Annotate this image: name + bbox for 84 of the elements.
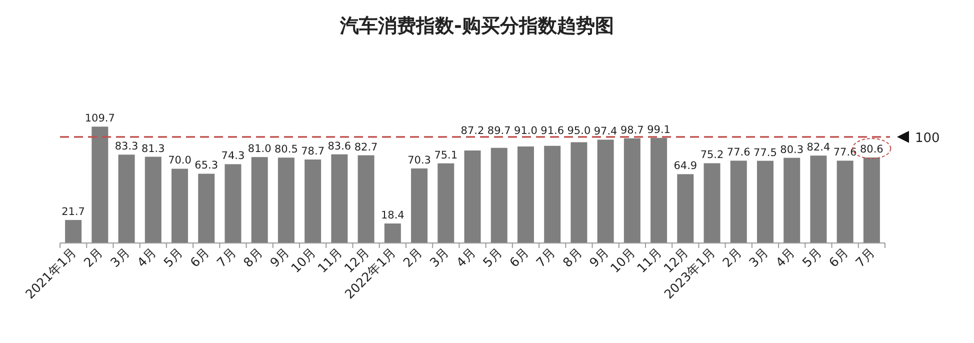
x-tick-label: 6月 [826, 244, 852, 270]
x-tick-label: 4月 [134, 244, 160, 270]
data-label: 83.3 [114, 140, 138, 153]
bar [304, 160, 322, 243]
x-tick-label: 5月 [799, 244, 825, 270]
bar [172, 168, 188, 243]
x-tick-label: 4月 [772, 244, 798, 270]
bar [677, 174, 694, 243]
data-label: 77.5 [754, 146, 777, 159]
bar [278, 158, 294, 243]
bar [438, 163, 454, 243]
bar [464, 150, 481, 243]
data-label: 64.9 [674, 160, 698, 172]
bar [198, 174, 215, 243]
x-tick-label: 2月 [400, 244, 426, 270]
data-label: 21.7 [62, 206, 85, 218]
bar [570, 142, 588, 243]
x-tick-label: 7月 [214, 244, 240, 270]
bar [624, 138, 640, 243]
data-label: 80.3 [780, 144, 804, 156]
data-label: 87.2 [460, 124, 484, 137]
data-label: 97.4 [594, 126, 618, 138]
x-tick-label: 5月 [160, 244, 186, 270]
data-label: 82.7 [354, 141, 378, 154]
x-tick-label: 3月 [107, 244, 133, 270]
bar [730, 160, 747, 243]
chart-title: 汽车消费指数-购买分指数趋势图 [339, 15, 614, 37]
data-label: 78.7 [301, 146, 325, 158]
data-label: 99.1 [647, 124, 670, 136]
x-tick-label: 2月 [80, 244, 106, 270]
bar [704, 163, 720, 243]
data-label: 75.2 [700, 149, 724, 162]
x-tick-label: 7月 [533, 244, 558, 270]
bar [224, 164, 242, 243]
x-tick-label: 6月 [506, 244, 532, 270]
bar [118, 154, 135, 243]
bar [331, 154, 348, 243]
x-tick-label: 7月 [852, 244, 878, 270]
bar [810, 156, 827, 243]
bar [650, 138, 668, 243]
x-tick-label: 4月 [453, 244, 479, 270]
data-label: 65.3 [194, 160, 218, 172]
bar [517, 146, 534, 243]
data-label: 18.4 [380, 209, 405, 222]
data-label: 82.4 [806, 142, 830, 154]
data-label: 98.7 [620, 124, 644, 136]
bar [836, 160, 854, 243]
data-label: 81.0 [248, 143, 272, 156]
bar [92, 126, 108, 243]
bar [490, 148, 508, 243]
bar [251, 157, 268, 243]
bar [411, 168, 428, 243]
bar [358, 155, 374, 243]
data-label: 95.0 [567, 124, 591, 137]
x-tick-label: 5月 [480, 244, 506, 270]
ref-line-label: 100 [915, 130, 940, 146]
data-label: 109.7 [84, 112, 115, 125]
bar [144, 156, 162, 243]
data-label: 77.6 [726, 146, 751, 159]
data-label: 70.0 [168, 154, 192, 167]
bar [784, 158, 800, 243]
x-tick-label: 6月 [187, 244, 212, 270]
x-tick-label: 3月 [746, 244, 772, 270]
data-label: 80.6 [860, 144, 884, 156]
bar [863, 158, 880, 243]
data-label: 91.0 [514, 124, 538, 137]
data-label: 89.7 [487, 124, 511, 137]
x-tick-label: 2月 [719, 244, 745, 270]
data-label: 80.5 [274, 144, 298, 156]
data-label: 77.6 [833, 146, 858, 159]
bar [65, 220, 82, 243]
data-label: 81.3 [141, 142, 165, 155]
bar [756, 160, 774, 243]
x-tick-label: 8月 [560, 244, 586, 270]
data-label: 74.3 [221, 150, 245, 162]
x-tick-label: 8月 [240, 244, 266, 270]
bar [384, 223, 401, 243]
bar [544, 146, 561, 243]
data-label: 70.3 [408, 154, 431, 166]
data-label: 75.1 [434, 149, 458, 162]
data-label: 91.6 [540, 124, 564, 137]
data-label: 83.6 [328, 140, 352, 152]
bar [597, 140, 614, 243]
x-tick-label: 3月 [426, 244, 452, 270]
